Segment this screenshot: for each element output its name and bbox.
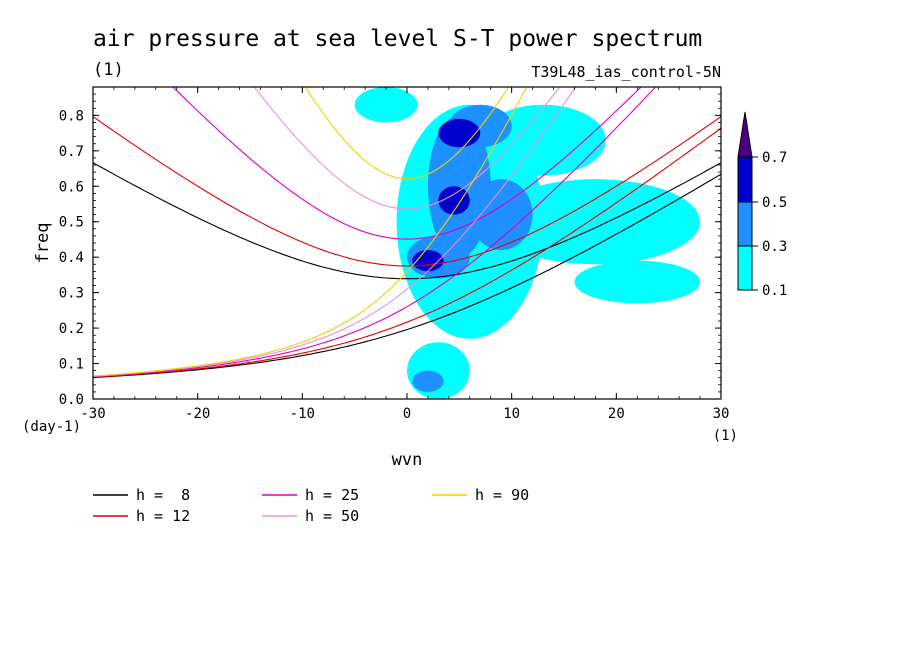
colorbar: 0.1 0.3 0.5 0.7 <box>737 111 787 299</box>
y-axis-title: freq <box>33 223 53 264</box>
contour-region <box>354 87 418 123</box>
y-tick-label: 0.6 <box>59 179 84 195</box>
legend-label: h = 50 <box>305 507 359 525</box>
y-tick-label: 0.0 <box>59 392 84 408</box>
x-tick-label: 30 <box>713 406 730 422</box>
colorbar-label: 0.3 <box>762 239 787 255</box>
inertia-gravity-curve <box>172 87 642 240</box>
x-tick-label: -30 <box>80 406 105 422</box>
x-tick-label: -10 <box>290 406 315 422</box>
x-unit-label: (1) <box>713 428 738 444</box>
colorbar-extend-arrow <box>737 111 753 158</box>
contour-fill-layer <box>354 87 701 399</box>
inertia-gravity-curve <box>253 87 561 210</box>
colorbar-label: 0.5 <box>762 195 787 211</box>
y-tick-label: 0.8 <box>59 108 84 124</box>
y-unit-label: (day-1) <box>22 419 81 435</box>
y-tick-label: 0.7 <box>59 144 84 160</box>
kelvin-curve <box>93 87 577 377</box>
x-axis: -30 -20 -10 0 10 20 30 <box>80 87 729 422</box>
kelvin-curve <box>93 127 721 378</box>
colorbar-segment <box>737 156 753 203</box>
contour-region <box>438 186 470 215</box>
chart-subtitle: T39L48_ias_control-5N <box>531 63 721 81</box>
inertia-gravity-curve <box>304 87 510 180</box>
colorbar-label: 0.1 <box>762 283 787 299</box>
y-tick-label: 0.4 <box>59 250 84 266</box>
y-tick-label: 0.5 <box>59 215 84 231</box>
x-tick-label: 10 <box>503 406 520 422</box>
colorbar-segment <box>737 245 753 291</box>
dispersion-curves-layer <box>93 87 721 379</box>
kelvin-curve <box>93 87 528 377</box>
colorbar-segment <box>737 201 753 247</box>
y-tick-label: 0.2 <box>59 321 84 337</box>
title-unit: (1) <box>93 60 124 80</box>
legend: h = 8 h = 12 h = 25 h = 50 h = 90 <box>93 486 529 525</box>
contour-region <box>574 260 701 304</box>
y-tick-label: 0.1 <box>59 357 84 373</box>
contour-region <box>469 179 533 251</box>
chart-title: air pressure at sea level S-T power spec… <box>93 26 702 52</box>
inertia-gravity-curve <box>93 162 721 280</box>
legend-label: h = 8 <box>136 486 190 504</box>
kelvin-curve <box>93 87 657 378</box>
x-tick-label: -20 <box>185 406 210 422</box>
colorbar-label: 0.7 <box>762 150 787 166</box>
contour-region <box>438 118 481 148</box>
x-tick-label: 0 <box>403 406 411 422</box>
contour-region <box>412 370 444 392</box>
inertia-gravity-curve <box>93 116 721 267</box>
contour-region <box>407 342 470 399</box>
y-axis: 0.0 0.1 0.2 0.3 0.4 0.5 0.6 0.7 0.8 <box>59 86 721 408</box>
x-axis-title: wvn <box>392 450 423 470</box>
y-tick-label: 0.3 <box>59 286 84 302</box>
legend-label: h = 90 <box>475 486 529 504</box>
kelvin-curve <box>93 173 721 379</box>
legend-label: h = 25 <box>305 486 359 504</box>
contour-region <box>480 104 606 176</box>
legend-label: h = 12 <box>136 507 190 525</box>
x-tick-label: 20 <box>608 406 625 422</box>
